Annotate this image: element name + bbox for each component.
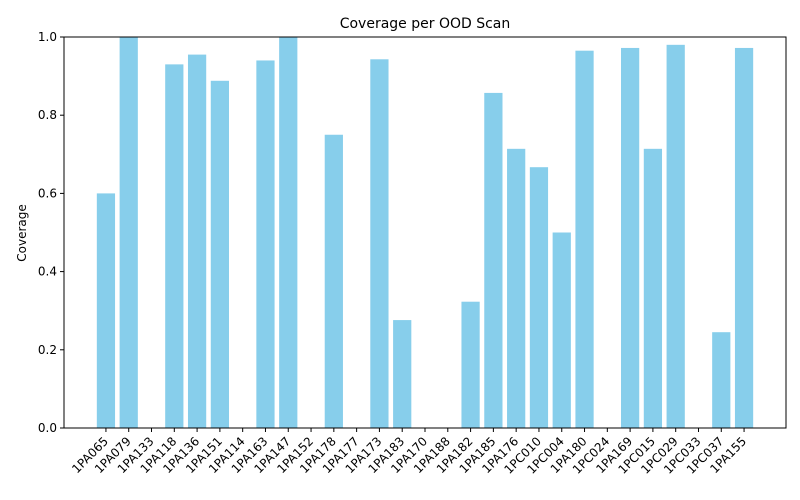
bar-1PA169 — [621, 47, 640, 428]
y-tick-label: 1.0 — [38, 30, 57, 44]
bar-1PC029 — [666, 44, 685, 428]
bar-1PC004 — [552, 232, 571, 428]
bar-1PC015 — [643, 148, 663, 428]
y-tick-label: 0.0 — [38, 421, 57, 435]
chart-title: Coverage per OOD Scan — [340, 16, 511, 32]
bar-1PA185 — [484, 92, 503, 428]
bar-1PA163 — [256, 60, 275, 429]
y-tick-label: 0.8 — [38, 108, 57, 122]
bar-1PA136 — [187, 54, 207, 428]
bar-1PA178 — [324, 134, 343, 428]
bar-1PA180 — [575, 50, 594, 428]
y-tick-label: 0.6 — [38, 186, 57, 200]
bar-1PA065 — [96, 193, 116, 428]
bar-1PC010 — [529, 167, 549, 428]
y-tick-label: 0.2 — [38, 343, 57, 357]
y-axis-label: Coverage — [15, 204, 29, 262]
bar-1PA183 — [393, 320, 412, 428]
y-axis: 0.0 0.2 0.4 0.6 0.8 1.0 — [38, 30, 64, 435]
bar-1PA118 — [165, 64, 184, 429]
bar-1PA147 — [279, 37, 298, 428]
bar-1PA079 — [119, 37, 138, 428]
bar-1PA176 — [507, 148, 526, 428]
bar-1PA173 — [370, 59, 389, 428]
bar-1PC037 — [712, 332, 731, 428]
bar-1PA155 — [734, 47, 754, 428]
bar-1PA182 — [461, 301, 480, 428]
bars-layer — [96, 37, 754, 429]
y-tick-label: 0.4 — [38, 265, 57, 279]
bar-1PA151 — [210, 80, 229, 428]
plot-frame — [63, 36, 787, 429]
x-axis: 1PA0651PA0791PA1331PA1181PA1361PA1511PA1… — [69, 428, 749, 477]
